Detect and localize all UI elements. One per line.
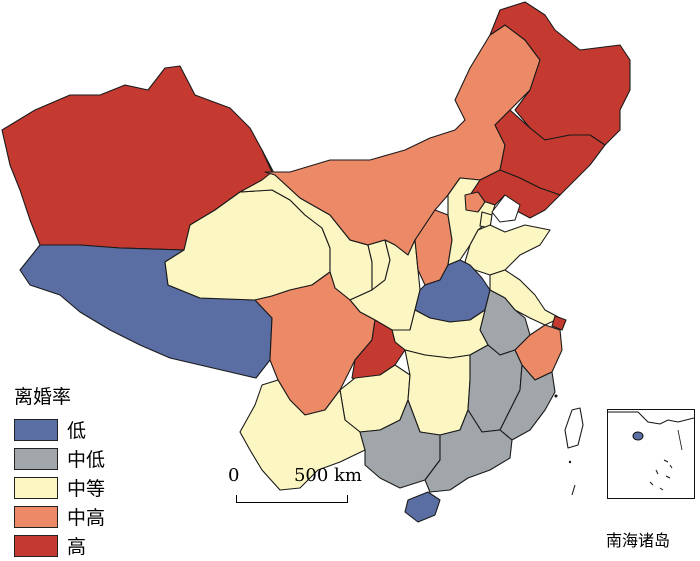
inset-label: 南海诸岛: [606, 531, 671, 550]
inset-islands: [649, 459, 673, 491]
scale-line: [236, 495, 348, 503]
legend-title: 离婚率: [14, 386, 72, 408]
legend-swatch-midlow: [14, 447, 58, 470]
legend-label-midlow: 中低: [67, 449, 106, 471]
legend-swatch-mid: [14, 476, 58, 499]
legend-swatch-high: [14, 534, 58, 557]
scale-end-label: 500 km: [293, 465, 362, 486]
region-beijing[interactable]: [464, 191, 486, 213]
province-layer: [1, 1, 631, 523]
island-dash: [571, 484, 576, 496]
island-dot: [554, 394, 558, 398]
legend-item-high: 高: [14, 531, 105, 560]
legend-item-low: 低: [14, 415, 105, 444]
legend-item-midlow: 中低: [14, 444, 105, 473]
legend-swatch-midhigh: [14, 505, 58, 528]
region-heilongjiang[interactable]: [489, 1, 631, 146]
island-dot: [568, 460, 572, 464]
legend: 离婚率 低 中低 中等 中高 高: [14, 382, 105, 560]
legend-label-high: 高: [67, 536, 87, 558]
inset-hainan: [632, 431, 644, 441]
legend-swatch-low: [14, 418, 58, 441]
inset-boundary-dash: [677, 429, 683, 451]
region-hainan[interactable]: [404, 491, 441, 523]
region-yunnan[interactable]: [239, 379, 366, 491]
scale-start-label: 0: [228, 465, 240, 486]
inset-coastline: [608, 411, 695, 425]
legend-label-low: 低: [67, 420, 87, 442]
legend-label-mid: 中等: [67, 478, 106, 500]
region-shanghai[interactable]: [551, 315, 567, 331]
inset-map: [608, 411, 695, 491]
bohai-sea: [491, 194, 521, 223]
region-shandong[interactable]: [464, 224, 551, 276]
legend-label-midhigh: 中高: [67, 507, 106, 529]
legend-item-midhigh: 中高: [14, 502, 105, 531]
region-taiwan[interactable]: [564, 407, 584, 449]
legend-item-mid: 中等: [14, 473, 105, 502]
region-jilin[interactable]: [494, 109, 606, 196]
scale-bar: 0 500 km: [222, 465, 362, 505]
region-fujian[interactable]: [499, 364, 556, 441]
region-guangdong[interactable]: [424, 409, 513, 493]
south-china-sea-inset: [607, 409, 695, 499]
